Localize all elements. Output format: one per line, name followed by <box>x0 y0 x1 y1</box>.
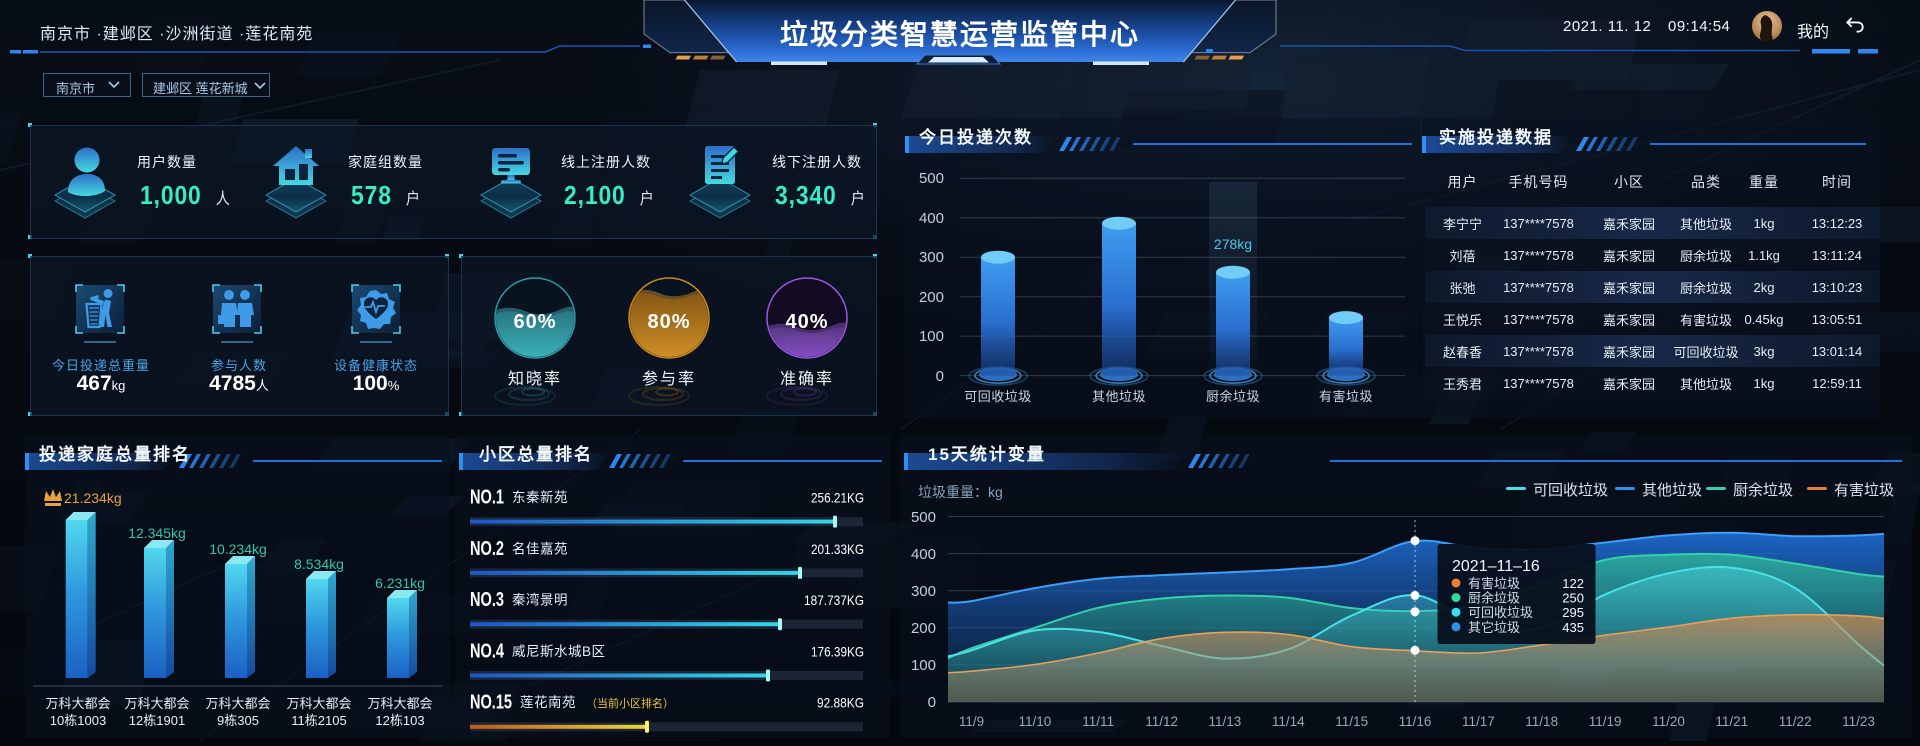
svg-text:187.737KG: 187.737KG <box>804 592 864 608</box>
svg-text:21.234kg: 21.234kg <box>64 490 122 506</box>
svg-text:435: 435 <box>1562 620 1584 635</box>
svg-text:6.231kg: 6.231kg <box>375 575 425 591</box>
svg-text:万科大都会: 万科大都会 <box>124 696 189 711</box>
svg-text:厨余垃圾: 厨余垃圾 <box>1733 481 1793 499</box>
svg-text:NO.2: NO.2 <box>470 538 504 560</box>
svg-text:295: 295 <box>1562 605 1584 620</box>
svg-text:厨余垃圾: 厨余垃圾 <box>1206 389 1260 404</box>
svg-text:秦湾景明: 秦湾景明 <box>512 592 568 608</box>
svg-text:可回收垃圾: 可回收垃圾 <box>1468 605 1533 620</box>
svg-text:11/16: 11/16 <box>1399 714 1432 729</box>
svg-text:200: 200 <box>911 620 936 637</box>
svg-text:278kg: 278kg <box>1214 236 1252 252</box>
svg-text:其他垃圾: 其他垃圾 <box>1642 482 1702 499</box>
svg-text:11/15: 11/15 <box>1335 714 1368 729</box>
svg-text:500: 500 <box>919 170 944 187</box>
svg-text:可回收垃圾: 可回收垃圾 <box>1533 482 1608 499</box>
svg-text:500: 500 <box>911 509 936 526</box>
svg-text:11/21: 11/21 <box>1715 714 1748 729</box>
svg-text:东秦新苑: 东秦新苑 <box>512 490 568 505</box>
svg-text:11/10: 11/10 <box>1019 714 1052 729</box>
svg-text:122: 122 <box>1562 576 1584 591</box>
svg-text:0: 0 <box>936 368 944 385</box>
svg-text:201.33KG: 201.33KG <box>811 541 864 557</box>
svg-text:60%: 60% <box>513 311 556 333</box>
svg-text:厨余垃圾: 厨余垃圾 <box>1468 591 1520 606</box>
svg-text:176.39KG: 176.39KG <box>811 643 864 659</box>
svg-text:11/20: 11/20 <box>1652 714 1685 729</box>
svg-text:400: 400 <box>919 210 944 227</box>
svg-text:NO.3: NO.3 <box>470 589 504 611</box>
svg-text:威尼斯水城B区: 威尼斯水城B区 <box>512 644 606 659</box>
svg-text:有害垃圾: 有害垃圾 <box>1834 482 1894 499</box>
svg-text:垃圾重量：kg: 垃圾重量：kg <box>918 484 1003 500</box>
svg-text:12.345kg: 12.345kg <box>128 525 186 541</box>
svg-text:11/18: 11/18 <box>1525 714 1558 729</box>
svg-text:11/22: 11/22 <box>1779 714 1812 729</box>
svg-text:11/23: 11/23 <box>1842 714 1875 729</box>
svg-text:11/17: 11/17 <box>1462 714 1495 729</box>
svg-text:11/19: 11/19 <box>1589 714 1622 729</box>
svg-text:100: 100 <box>919 328 944 345</box>
svg-text:11/11: 11/11 <box>1082 714 1114 729</box>
svg-text:0: 0 <box>928 694 936 711</box>
svg-text:万科大都会: 万科大都会 <box>45 696 110 711</box>
svg-text:可回收垃圾: 可回收垃圾 <box>964 389 1032 404</box>
svg-text:300: 300 <box>911 583 936 600</box>
svg-text:NO.4: NO.4 <box>470 640 505 662</box>
svg-text:万科大都会: 万科大都会 <box>286 696 351 711</box>
svg-text:万科大都会: 万科大都会 <box>367 696 432 711</box>
svg-text:8.534kg: 8.534kg <box>294 556 344 572</box>
svg-text:200: 200 <box>919 289 944 306</box>
svg-text:10栋1003: 10栋1003 <box>50 713 106 728</box>
svg-text:10.234kg: 10.234kg <box>209 541 267 557</box>
svg-text:（当前小区排名）: （当前小区排名） <box>586 696 674 710</box>
svg-text:万科大都会: 万科大都会 <box>205 696 270 711</box>
svg-text:NO.15: NO.15 <box>470 692 512 714</box>
svg-text:其它垃圾: 其它垃圾 <box>1468 620 1520 635</box>
svg-text:莲花南苑: 莲花南苑 <box>520 695 576 710</box>
svg-text:11/14: 11/14 <box>1272 714 1305 729</box>
svg-text:11/9: 11/9 <box>959 714 984 729</box>
svg-text:256.21KG: 256.21KG <box>811 490 864 506</box>
svg-text:100: 100 <box>911 657 936 674</box>
svg-text:有害垃圾: 有害垃圾 <box>1468 576 1520 591</box>
svg-text:11栋2105: 11栋2105 <box>291 713 346 728</box>
svg-text:250: 250 <box>1562 591 1584 606</box>
svg-text:11/12: 11/12 <box>1145 714 1178 729</box>
svg-text:11/13: 11/13 <box>1209 714 1242 729</box>
svg-text:80%: 80% <box>647 311 690 333</box>
svg-text:40%: 40% <box>785 311 828 333</box>
svg-text:NO.1: NO.1 <box>470 487 504 509</box>
svg-text:400: 400 <box>911 546 936 563</box>
svg-text:2021–11–16: 2021–11–16 <box>1452 558 1540 575</box>
svg-text:其他垃圾: 其他垃圾 <box>1092 389 1146 404</box>
svg-text:92.88KG: 92.88KG <box>817 695 864 711</box>
svg-text:12栋103: 12栋103 <box>375 713 424 728</box>
svg-text:300: 300 <box>919 249 944 266</box>
svg-text:12栋1901: 12栋1901 <box>129 713 185 728</box>
svg-text:名佳嘉苑: 名佳嘉苑 <box>512 541 568 556</box>
svg-text:有害垃圾: 有害垃圾 <box>1319 389 1373 404</box>
svg-text:9栋305: 9栋305 <box>217 713 259 728</box>
